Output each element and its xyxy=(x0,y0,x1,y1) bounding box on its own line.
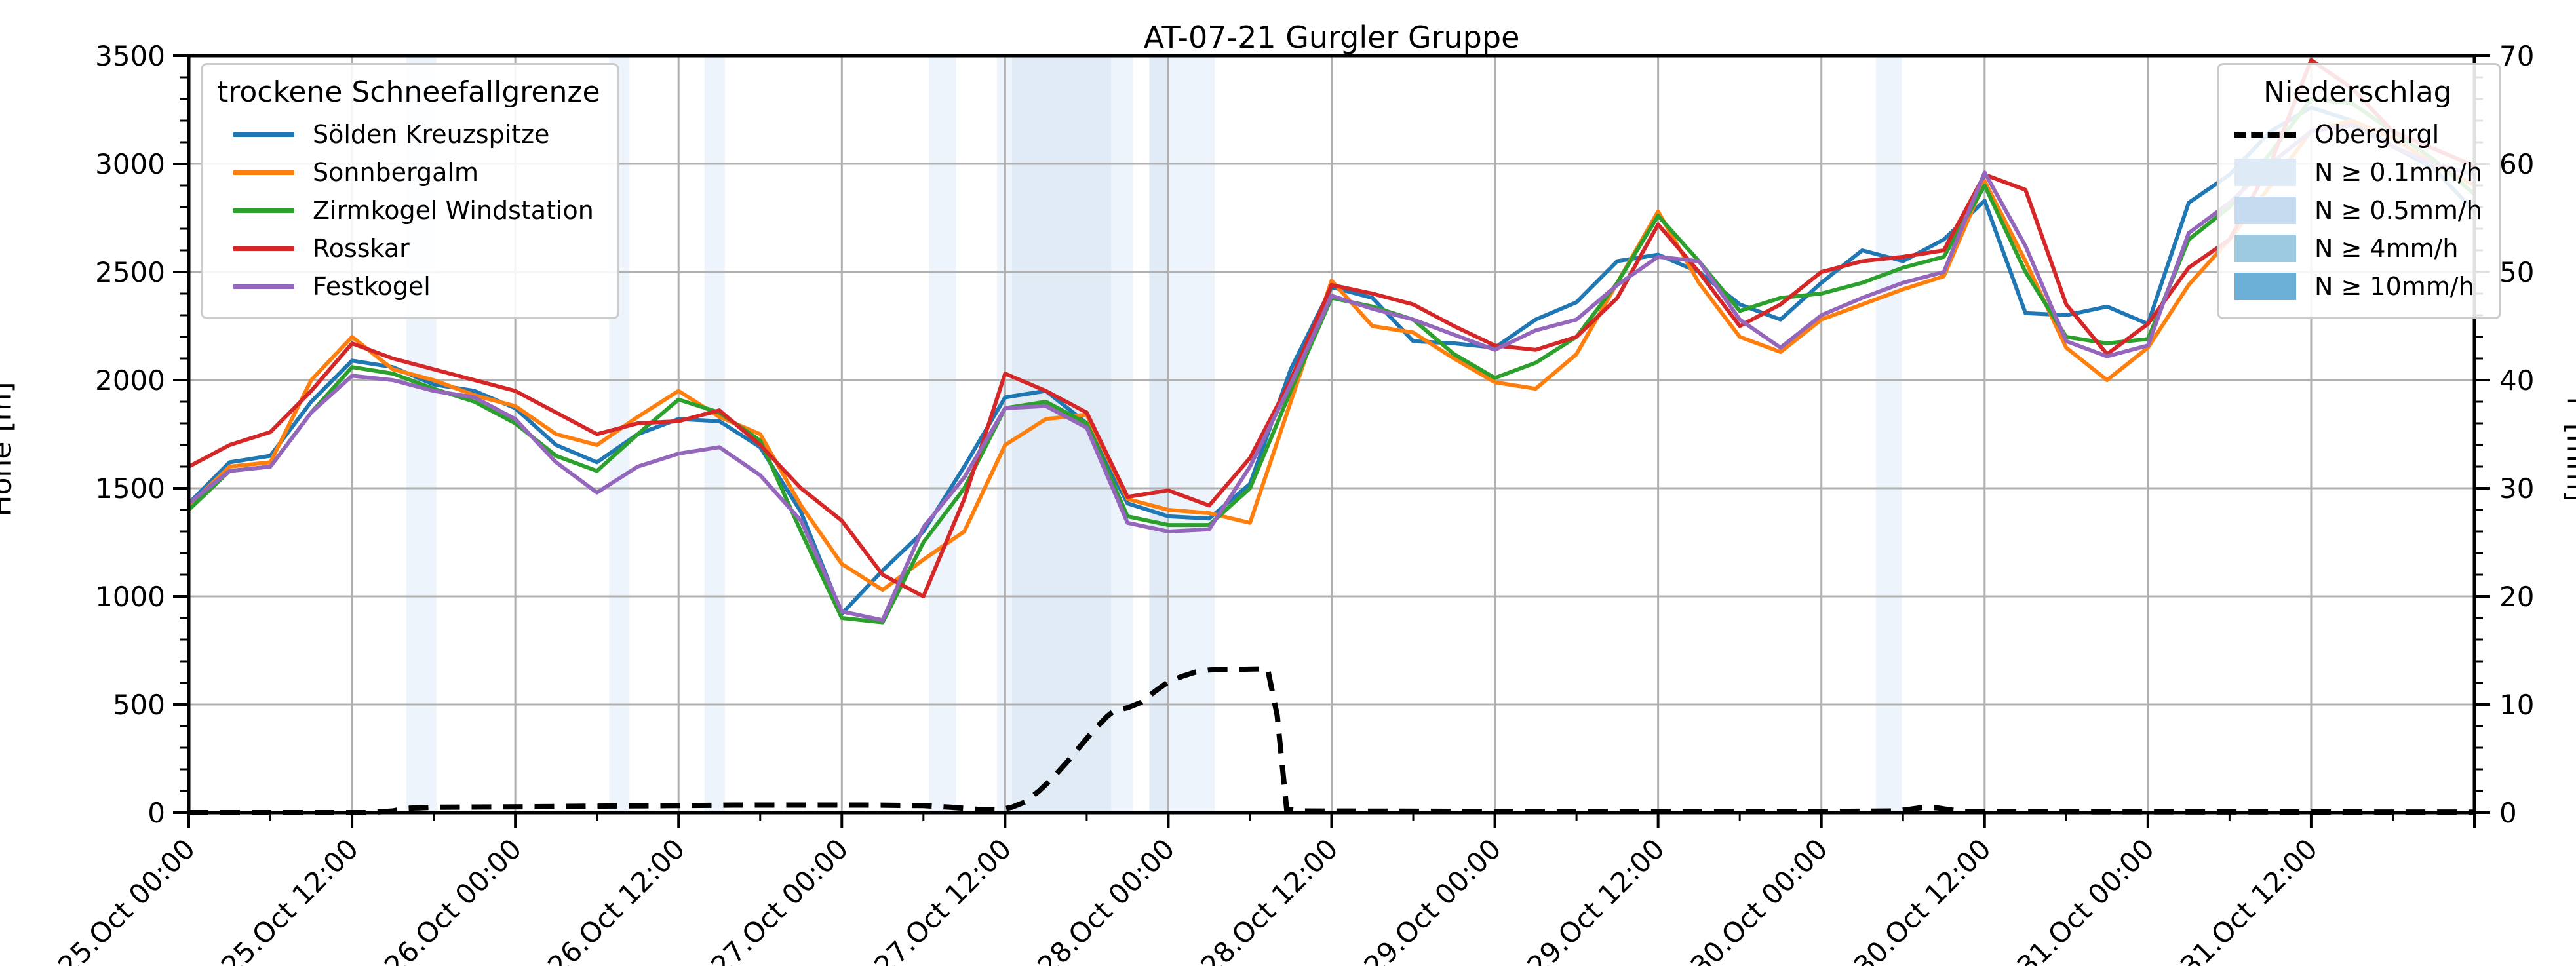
legend-precip-item-obergurgl: Obergurgl xyxy=(2233,115,2482,153)
y-right-tick-label: 40 xyxy=(2499,364,2534,396)
series-line-festkogel xyxy=(187,123,2476,623)
legend-snowline-item: Rosskar xyxy=(217,229,600,267)
legend-line-swatch xyxy=(233,284,294,289)
precip-line xyxy=(189,666,2475,815)
legend-item-label: Sonnbergalm xyxy=(313,158,478,187)
legend-precip-band-item: N ≥ 0.1mm/h xyxy=(2233,153,2482,191)
x-tick-label: 28.Oct 00:00 xyxy=(1031,832,1181,966)
legend-line-swatch xyxy=(233,208,294,213)
series-lines xyxy=(187,58,2476,625)
x-tick-label: 25.Oct 12:00 xyxy=(215,832,364,966)
precip-band xyxy=(1167,56,1215,813)
y-right-tick-label: 70 xyxy=(2499,40,2534,72)
y-right-tick-label: 60 xyxy=(2499,148,2534,180)
y-axis-right-label: P [mm] xyxy=(2560,396,2576,502)
y-right-tick-label: 30 xyxy=(2499,473,2534,505)
y-left-tick-label: 500 xyxy=(113,689,165,721)
y-left-tick-label: 2000 xyxy=(95,364,165,396)
legend-precip-band-item: N ≥ 10mm/h xyxy=(2233,267,2482,305)
legend-item-label: Festkogel xyxy=(313,272,431,301)
x-tick-label: 31.Oct 00:00 xyxy=(2011,832,2160,966)
legend-item-label: Rosskar xyxy=(313,234,410,263)
legend-snowline: trockene Schneefallgrenze Sölden Kreuzsp… xyxy=(201,63,619,319)
legend-snowline-title: trockene Schneefallgrenze xyxy=(217,75,600,109)
x-tick-label: 26.Oct 00:00 xyxy=(378,832,528,966)
legend-line-swatch xyxy=(233,132,294,137)
legend-snowline-item: Festkogel xyxy=(217,267,600,305)
y-right-tick-label: 50 xyxy=(2499,256,2534,288)
legend-item-label: Sölden Kreuzspitze xyxy=(313,120,550,149)
legend-item-label: N ≥ 0.1mm/h xyxy=(2314,158,2482,187)
legend-snowline-item: Zirmkogel Windstation xyxy=(217,191,600,229)
chart-title: AT-07-21 Gurgler Gruppe xyxy=(1143,20,1520,55)
x-tick-label: 29.Oct 12:00 xyxy=(1521,832,1670,966)
legend-precip: Niederschlag Obergurgl N ≥ 0.1mm/h N ≥ 0.5… xyxy=(2217,63,2501,319)
y-right-tick-label: 20 xyxy=(2499,581,2534,613)
x-tick-label: 29.Oct 00:00 xyxy=(1357,832,1507,966)
x-tick-label: 30.Oct 00:00 xyxy=(1685,832,1834,966)
precip-bands xyxy=(406,56,1902,813)
y-left-tick-label: 3500 xyxy=(95,40,165,72)
legend-band-swatch xyxy=(2234,273,2296,300)
y-left-tick-label: 1500 xyxy=(95,473,165,505)
legend-item-label: Obergurgl xyxy=(2314,120,2440,149)
y-axis-left-label: Höhe [m] xyxy=(0,381,18,517)
legend-item-label: Zirmkogel Windstation xyxy=(313,196,594,225)
x-tick-label: 27.Oct 00:00 xyxy=(705,832,854,966)
legend-line-swatch xyxy=(233,246,294,251)
legend-precip-title: Niederschlag xyxy=(2263,75,2452,109)
precip-band xyxy=(1149,56,1167,813)
precip-line-obergurgl xyxy=(189,666,2475,815)
precip-band xyxy=(1111,56,1133,813)
x-tick-label: 26.Oct 12:00 xyxy=(541,832,691,966)
y-left-tick-label: 1000 xyxy=(95,581,165,613)
legend-dash-swatch xyxy=(2234,131,2296,138)
legend-precip-band-item: N ≥ 4mm/h xyxy=(2233,229,2482,267)
x-tick-label: 25.Oct 00:00 xyxy=(52,832,201,966)
legend-line-swatch xyxy=(233,170,294,175)
series-line-sonnbergalm xyxy=(187,119,2476,592)
x-tick-label: 30.Oct 12:00 xyxy=(1848,832,1997,966)
legend-snowline-item: Sölden Kreuzspitze xyxy=(217,115,600,153)
legend-item-label: N ≥ 4mm/h xyxy=(2314,234,2459,263)
y-right-tick-label: 10 xyxy=(2499,689,2534,721)
legend-band-swatch xyxy=(2234,159,2296,186)
legend-band-swatch xyxy=(2234,235,2296,262)
x-tick-label: 31.Oct 12:00 xyxy=(2174,832,2324,966)
precip-band xyxy=(929,56,956,813)
precip-band xyxy=(704,56,725,813)
series-line-rosskar xyxy=(187,58,2476,598)
precip-band xyxy=(1875,56,1902,813)
y-left-tick-label: 2500 xyxy=(95,256,165,288)
legend-item-label: N ≥ 10mm/h xyxy=(2314,272,2474,301)
legend-item-label: N ≥ 0.5mm/h xyxy=(2314,196,2482,225)
legend-snowline-item: Sonnbergalm xyxy=(217,153,600,191)
y-left-tick-label: 3000 xyxy=(95,148,165,180)
legend-precip-band-item: N ≥ 0.5mm/h xyxy=(2233,191,2482,229)
y-right-tick-label: 0 xyxy=(2499,797,2517,829)
legend-band-swatch xyxy=(2234,197,2296,224)
y-left-tick-label: 0 xyxy=(147,797,165,829)
x-tick-label: 27.Oct 12:00 xyxy=(868,832,1017,966)
x-tick-label: 28.Oct 12:00 xyxy=(1194,832,1344,966)
